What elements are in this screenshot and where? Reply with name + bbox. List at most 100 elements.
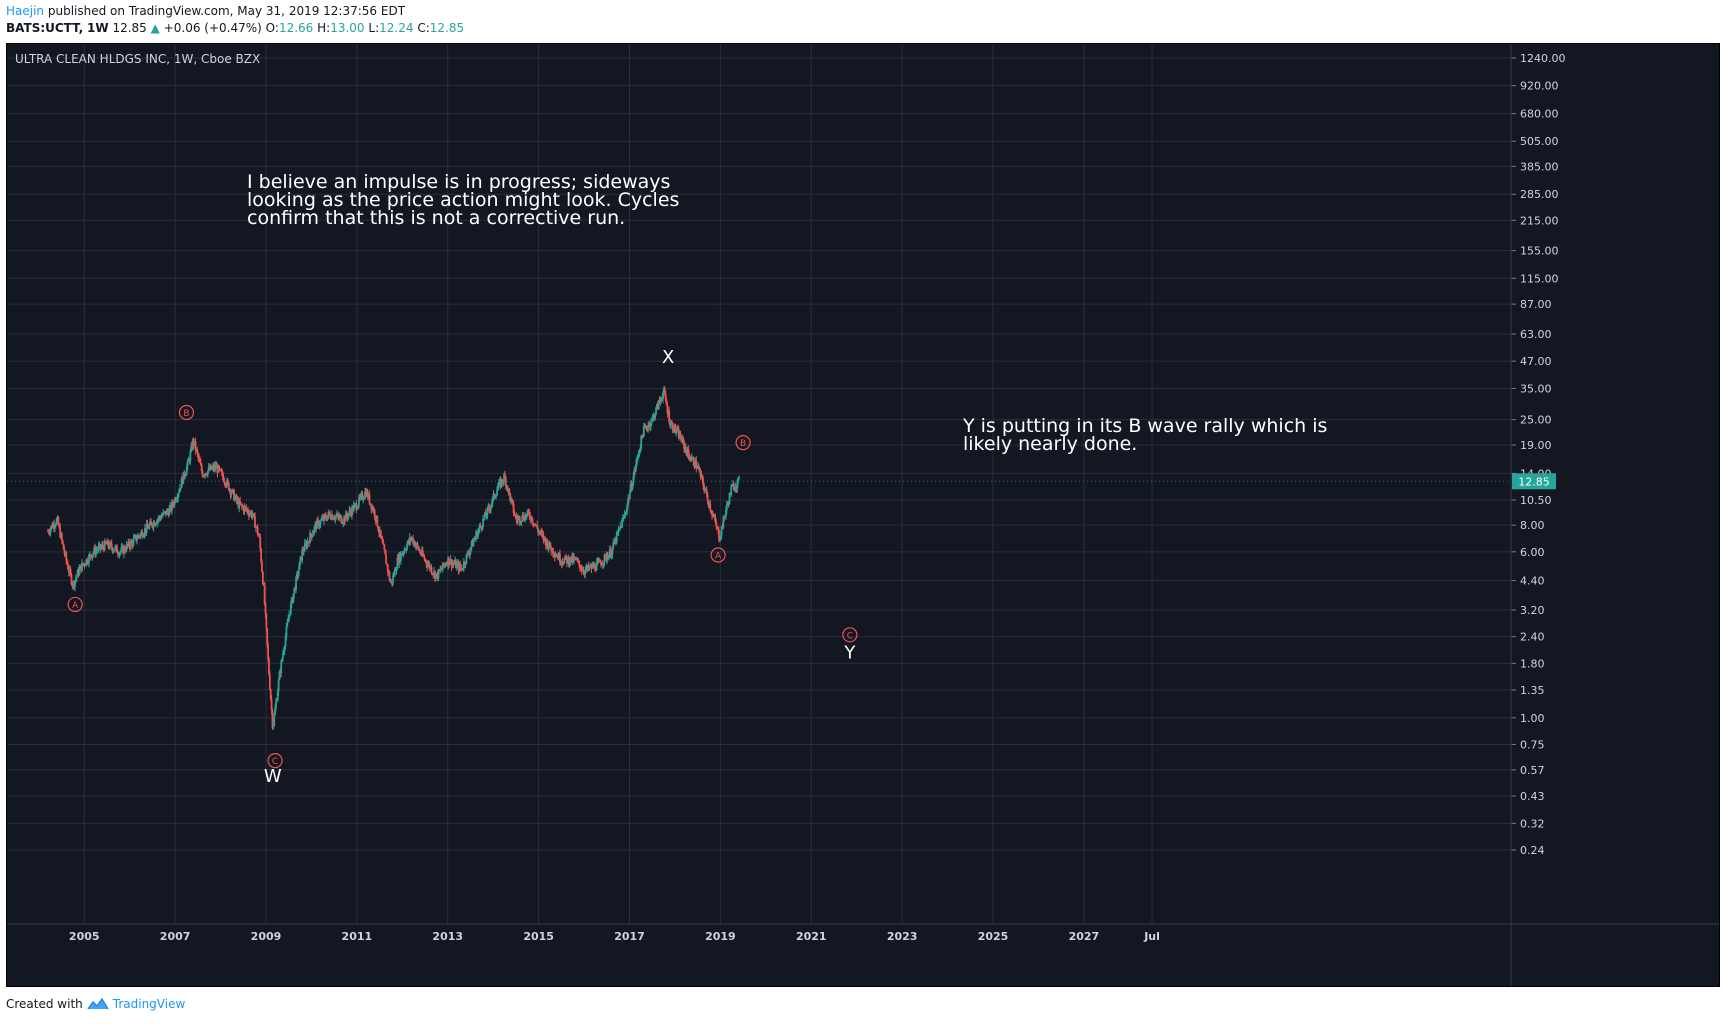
candle-body	[692, 457, 695, 466]
candle-body	[601, 564, 604, 566]
candle-body	[65, 552, 68, 561]
time-tick-label: Jul	[1143, 930, 1160, 943]
candle-body	[224, 482, 227, 486]
tradingview-brand-link[interactable]: TradingView	[112, 997, 186, 1011]
candle-body	[57, 517, 60, 526]
candle-body	[541, 533, 544, 535]
candle-body	[484, 512, 487, 517]
candle-body	[199, 458, 201, 463]
price-tick-label: 1240.00	[1520, 52, 1566, 65]
candle-body	[233, 496, 236, 501]
candle-body	[668, 410, 671, 423]
candle-body	[582, 570, 585, 573]
candle-body	[503, 474, 505, 482]
candle-body	[353, 504, 356, 506]
candle-body	[119, 551, 122, 553]
candle-body	[155, 523, 158, 525]
candle-body	[171, 502, 174, 505]
ohlc-header: BATS:UCTT, 1W 12.85 ▲ +0.06 (+0.47%) O:1…	[6, 21, 465, 35]
candle-body	[428, 563, 431, 569]
candle-body	[720, 526, 723, 536]
candle-body	[473, 539, 476, 541]
candle-body	[327, 512, 330, 517]
candle-body	[198, 457, 200, 459]
candle-body	[221, 472, 224, 477]
candles	[46, 385, 740, 730]
candle-body	[163, 512, 166, 514]
candle-body	[632, 476, 635, 485]
candle-body	[220, 469, 222, 472]
candle-body	[158, 516, 161, 518]
wave-badge-circle	[735, 435, 751, 451]
candle-body	[563, 558, 566, 564]
candle-body	[173, 498, 176, 505]
candle-body	[329, 513, 332, 518]
candle-body	[69, 569, 72, 575]
candle-body	[713, 517, 716, 519]
candle-body	[47, 531, 50, 533]
candle-body	[640, 435, 643, 449]
price-tick-label: 385.00	[1520, 160, 1559, 173]
time-tick-label: 2011	[342, 930, 373, 943]
candle-body	[544, 536, 546, 541]
candle-body	[201, 471, 204, 477]
candle-body	[178, 491, 180, 494]
candle-body	[559, 553, 561, 563]
candle-body	[58, 525, 61, 528]
candle-body	[723, 516, 726, 518]
candle-body	[405, 549, 408, 551]
candle-body	[574, 557, 577, 560]
candle-body	[111, 547, 114, 552]
candle-body	[136, 538, 138, 541]
candle-body	[156, 520, 159, 524]
candle-body	[561, 562, 564, 564]
candle-body	[271, 710, 274, 728]
candle-body	[647, 425, 650, 430]
candle-body	[474, 537, 477, 540]
candle-body	[225, 485, 228, 487]
chart-panel[interactable]: 1240.00 920.00 680.00 505.00 385.00 285.00 215…	[6, 43, 1720, 987]
candle-body	[706, 494, 709, 502]
candle-body	[469, 547, 472, 551]
candle-body	[277, 680, 280, 692]
candle-body	[665, 400, 668, 406]
candle-body	[283, 646, 286, 651]
candle-body	[508, 488, 511, 494]
candle-body	[226, 479, 228, 486]
chart-title: ULTRA CLEAN HLDGS INC, 1W, Cboe BZX	[15, 52, 260, 66]
candle-body	[481, 527, 484, 529]
candle-body	[385, 554, 387, 564]
candle-body	[710, 510, 713, 513]
candle-body	[635, 457, 638, 465]
candle-body	[282, 653, 284, 659]
candle-body	[328, 512, 331, 514]
candle-body	[281, 658, 283, 662]
high-label: H:	[317, 21, 331, 35]
candle-body	[636, 455, 639, 458]
candle-body	[502, 481, 505, 483]
price-chart[interactable]: 1240.00 920.00 680.00 505.00 385.00 285.00 215…	[7, 44, 1719, 986]
candle-body	[425, 560, 428, 564]
candle-body	[419, 550, 422, 554]
candle-body	[338, 516, 341, 519]
candle-body	[603, 554, 606, 563]
time-axis: 2005 2007 2009 2011 2013 2015 2017 2019 2021 2023…	[7, 923, 1719, 943]
candle-body	[716, 526, 719, 528]
candle-body	[86, 559, 89, 564]
candle-body	[289, 614, 291, 616]
candle-body	[628, 492, 631, 499]
candle-body	[731, 484, 733, 487]
candle-body	[651, 417, 654, 419]
author-link[interactable]: Haejin	[6, 4, 45, 18]
time-tick-label: 2009	[251, 930, 282, 943]
candle-body	[141, 531, 144, 537]
candle-body	[393, 568, 396, 576]
candle-body	[96, 550, 99, 552]
candle-body	[178, 488, 181, 492]
candle-body	[506, 485, 509, 492]
candle-body	[49, 528, 52, 533]
candle-body	[303, 543, 306, 551]
candle-body	[518, 516, 521, 523]
candle-body	[699, 470, 702, 478]
time-tick-label: 2025	[978, 930, 1009, 943]
